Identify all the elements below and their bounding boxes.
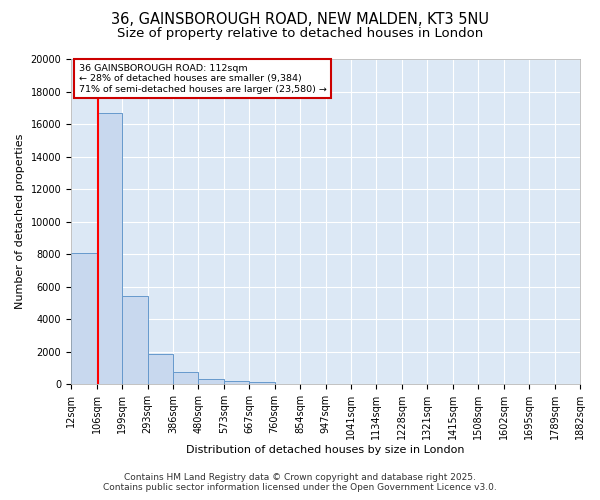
Text: 36, GAINSBOROUGH ROAD, NEW MALDEN, KT3 5NU: 36, GAINSBOROUGH ROAD, NEW MALDEN, KT3 5… <box>111 12 489 28</box>
Bar <box>148 354 173 384</box>
Bar <box>71 252 97 384</box>
Text: Contains HM Land Registry data © Crown copyright and database right 2025.
Contai: Contains HM Land Registry data © Crown c… <box>103 473 497 492</box>
Bar <box>173 372 199 384</box>
Bar <box>224 381 250 384</box>
X-axis label: Distribution of detached houses by size in London: Distribution of detached houses by size … <box>186 445 465 455</box>
Y-axis label: Number of detached properties: Number of detached properties <box>15 134 25 310</box>
Bar <box>250 382 275 384</box>
Text: 36 GAINSBOROUGH ROAD: 112sqm
← 28% of detached houses are smaller (9,384)
71% of: 36 GAINSBOROUGH ROAD: 112sqm ← 28% of de… <box>79 64 326 94</box>
Bar <box>122 296 148 384</box>
Text: Size of property relative to detached houses in London: Size of property relative to detached ho… <box>117 28 483 40</box>
Bar <box>199 380 224 384</box>
Bar <box>97 112 122 384</box>
